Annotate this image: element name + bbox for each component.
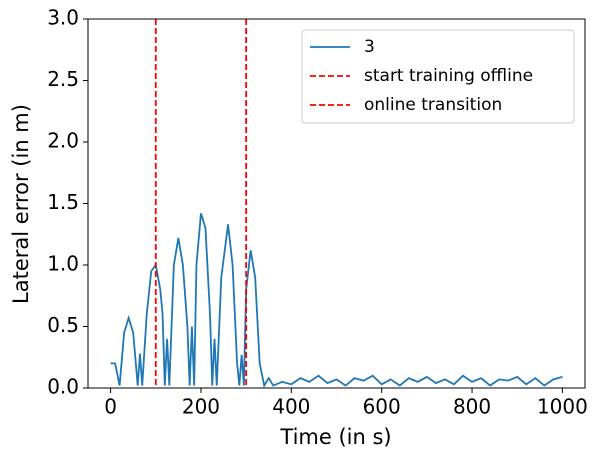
y-tick-label: 2.0 bbox=[47, 129, 79, 153]
legend-box bbox=[301, 29, 575, 124]
y-tick-label: 1.5 bbox=[47, 190, 79, 214]
y-tick-label: 3.0 bbox=[47, 6, 79, 30]
y-tick-label: 1.0 bbox=[47, 252, 79, 276]
legend-label: online transition bbox=[364, 95, 502, 115]
x-tick-label: 600 bbox=[363, 395, 401, 419]
x-tick-label: 1000 bbox=[537, 395, 588, 419]
plot-frame bbox=[87, 18, 586, 389]
y-tick-label: 0.5 bbox=[47, 313, 79, 337]
y-axis-label: Lateral error (in m) bbox=[9, 104, 33, 304]
data-line bbox=[110, 213, 563, 388]
x-tick-label: 400 bbox=[272, 395, 310, 419]
x-tick-label: 800 bbox=[453, 395, 491, 419]
legend-label: start training offline bbox=[364, 66, 533, 86]
y-tick-label: 0.0 bbox=[47, 375, 79, 399]
legend-label: 3 bbox=[364, 37, 375, 57]
x-tick-label: 0 bbox=[104, 395, 117, 419]
x-axis-label: Time (in s) bbox=[279, 425, 391, 449]
x-tick-label: 200 bbox=[182, 395, 220, 419]
y-tick-label: 2.5 bbox=[47, 67, 79, 91]
